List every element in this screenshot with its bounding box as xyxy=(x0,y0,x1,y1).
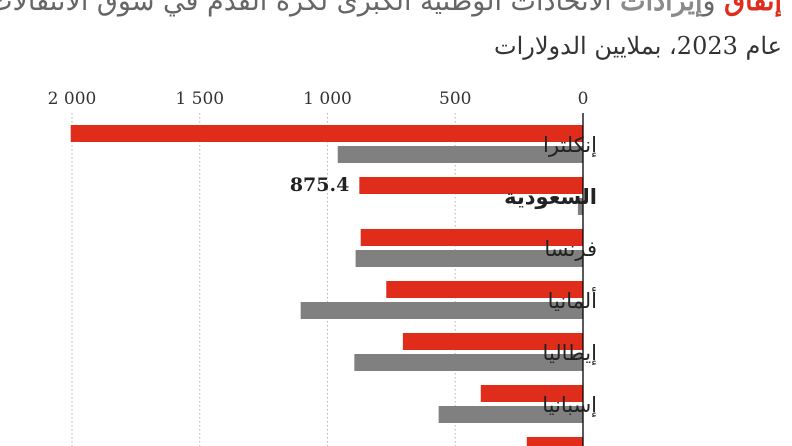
x-tick-label-1500: 1 500 xyxy=(175,89,224,109)
title-rest: الاتحادات الوطنية الكبرى لكرة القدم في س… xyxy=(0,0,621,17)
bar-spending-0 xyxy=(70,125,583,142)
bar-spending-6 xyxy=(526,437,583,446)
x-tick-label-2000: 2 000 xyxy=(48,89,97,109)
bar-income-1 xyxy=(577,198,583,215)
title-spend-word: إنفاق xyxy=(724,0,782,17)
bar-spending-3 xyxy=(386,281,583,298)
title-connector: و xyxy=(702,0,725,17)
chart-title: إنفاق وإيرادات الاتحادات الوطنية الكبرى … xyxy=(0,0,782,22)
data-label-0: 875.4 xyxy=(290,174,350,196)
category-label-1: السعودية xyxy=(504,185,597,209)
category-label-5: إسبانيا xyxy=(542,393,597,418)
bar-spending-1 xyxy=(359,177,583,194)
chart-subtitle: عام 2023، بملايين الدولارات xyxy=(494,32,782,60)
category-label-2: فرنسا xyxy=(544,237,597,261)
category-label-4: إيطاليا xyxy=(543,341,597,366)
bar-income-0 xyxy=(337,146,583,163)
bar-income-2 xyxy=(355,250,583,267)
title-income-word: إيرادات xyxy=(620,0,703,17)
x-tick-label-1000: 1 000 xyxy=(303,89,352,109)
bars xyxy=(70,125,583,446)
category-label-0: إنكلترا xyxy=(543,133,597,158)
x-tick-labels: 0 500 1 000 1 500 2 000 xyxy=(48,89,589,109)
bar-income-3 xyxy=(300,302,583,319)
bar-income-4 xyxy=(354,354,583,371)
bar-income-5 xyxy=(438,406,583,423)
x-tick-label-500: 500 xyxy=(439,89,471,109)
bar-spending-4 xyxy=(402,333,583,350)
category-labels: إنكلترا السعودية فرنسا ألمانيا إيطاليا إسباني… xyxy=(504,133,597,418)
gridlines xyxy=(71,113,456,446)
bar-spending-5 xyxy=(480,385,583,402)
category-label-3: ألمانيا xyxy=(548,287,597,313)
bar-spending-2 xyxy=(360,229,583,246)
x-tick-label-0: 0 xyxy=(578,89,589,109)
data-labels: 875.4 xyxy=(290,174,350,196)
